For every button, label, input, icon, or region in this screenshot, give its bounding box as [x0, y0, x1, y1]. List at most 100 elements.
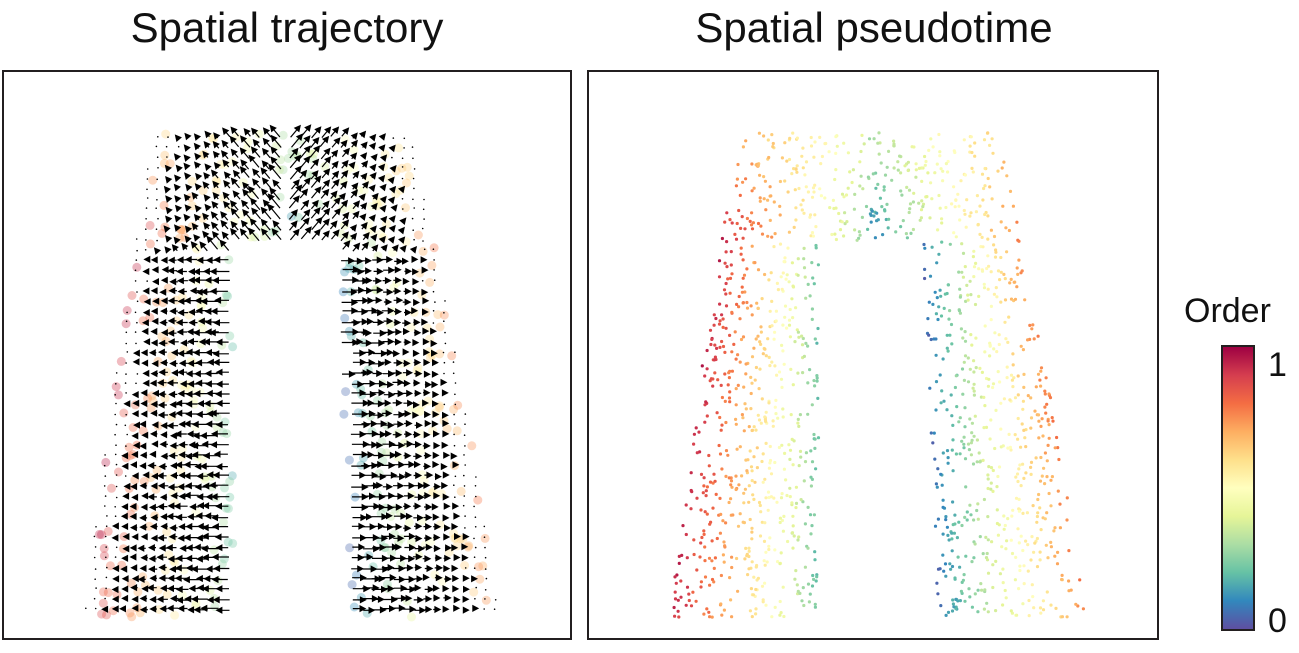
pseudotime-point	[950, 609, 955, 613]
pseudotime-point	[1019, 271, 1023, 275]
pseudotime-point	[820, 154, 824, 159]
trajectory-arrow	[404, 430, 413, 438]
pseudotime-point	[814, 467, 818, 471]
pseudotime-point	[945, 346, 949, 350]
pseudotime-point	[804, 451, 808, 455]
trajectory-arrow	[160, 307, 168, 315]
pseudotime-point	[938, 288, 942, 292]
trajectory-arrow	[392, 461, 406, 469]
trajectory-arrow	[150, 287, 158, 295]
trajectory-arrow	[170, 492, 179, 500]
pseudotime-point	[982, 186, 986, 191]
trajectory-arrow	[200, 604, 219, 612]
trajectory-arrow	[182, 576, 199, 584]
pseudotime-point	[741, 258, 745, 262]
trajectory-arrow	[208, 481, 229, 489]
trajectory-arrow	[139, 482, 148, 490]
trajectory-arrow	[350, 139, 358, 148]
pseudotime-point	[751, 493, 755, 497]
trajectory-arrow	[114, 433, 116, 436]
pseudotime-point	[778, 213, 782, 217]
pseudotime-point	[714, 492, 718, 496]
trajectory-arrow	[382, 421, 395, 429]
trajectory-arrow	[174, 430, 187, 438]
trajectory-arrow	[392, 378, 405, 386]
pseudotime-point	[749, 391, 753, 396]
trajectory-arrow	[371, 360, 386, 368]
trajectory-arrow	[433, 533, 441, 542]
trajectory-arrow	[150, 482, 158, 490]
pseudotime-point	[716, 378, 720, 382]
pseudotime-point	[704, 400, 708, 404]
pseudotime-point	[729, 497, 733, 501]
trajectory-arrow	[262, 127, 272, 138]
pseudotime-point	[971, 255, 975, 259]
trajectory-arrow	[209, 267, 230, 276]
legend-tick-max: 1	[1268, 346, 1287, 384]
pseudotime-point	[997, 333, 1001, 337]
trajectory-arrow	[393, 584, 408, 592]
pseudotime-point	[795, 328, 799, 332]
pseudotime-point	[933, 524, 938, 528]
trajectory-arrow	[177, 368, 188, 376]
pseudotime-point	[1015, 472, 1020, 476]
pseudotime-point	[1040, 417, 1044, 421]
trajectory-arrow	[269, 124, 281, 138]
trajectory-point	[125, 608, 135, 618]
trajectory-arrow	[142, 379, 150, 387]
pseudotime-point	[1024, 539, 1028, 543]
trajectory-arrow	[130, 483, 138, 491]
trajectory-arrow	[220, 211, 229, 221]
pseudotime-point	[705, 414, 709, 418]
pseudotime-point	[773, 460, 777, 465]
pseudotime-point	[719, 602, 723, 606]
pseudotime-point	[758, 503, 762, 508]
pseudotime-point	[972, 370, 976, 374]
pseudotime-point	[969, 441, 973, 445]
trajectory-arrow	[320, 147, 331, 160]
trajectory-arrow	[452, 585, 460, 593]
trajectory-arrow	[382, 605, 396, 613]
trajectory-arrow	[472, 604, 480, 612]
pseudotime-point	[757, 131, 761, 135]
pseudotime-point	[801, 500, 805, 504]
pseudotime-point	[958, 452, 962, 456]
pseudotime-point	[816, 263, 820, 267]
pseudotime-point	[968, 595, 972, 599]
pseudotime-point	[1043, 405, 1047, 409]
pseudotime-point	[962, 446, 966, 450]
pseudotime-point	[842, 141, 846, 145]
pseudotime-point	[1035, 565, 1040, 569]
trajectory-arrow	[430, 339, 438, 348]
pseudotime-point	[1005, 376, 1009, 380]
trajectory-arrow	[215, 399, 230, 407]
pseudotime-point	[992, 243, 996, 247]
trajectory-arrow	[443, 502, 451, 510]
trajectory-arrow	[173, 502, 188, 510]
pseudotime-point	[988, 343, 992, 347]
pseudotime-point	[986, 486, 990, 491]
trajectory-arrow	[115, 402, 117, 405]
pseudotime-point	[1003, 320, 1007, 324]
pseudotime-point	[780, 385, 784, 389]
trajectory-arrow	[394, 257, 404, 265]
pseudotime-point	[970, 431, 974, 435]
trajectory-arrow	[139, 442, 147, 450]
trajectory-arrow	[181, 242, 189, 251]
trajectory-arrow	[413, 298, 421, 307]
trajectory-arrow	[391, 244, 399, 252]
trajectory-point	[148, 175, 158, 185]
pseudotime-point	[984, 535, 988, 539]
trajectory-arrow	[164, 164, 172, 173]
pseudotime-point	[926, 171, 930, 175]
pseudotime-point	[940, 389, 944, 393]
pseudotime-point	[914, 168, 918, 172]
pseudotime-point	[1053, 446, 1057, 450]
pseudotime-point	[729, 250, 733, 254]
trajectory-arrow	[392, 431, 403, 439]
trajectory-arrow	[215, 463, 228, 471]
trajectory-point	[278, 130, 288, 140]
pseudotime-point	[730, 369, 734, 373]
trajectory-arrow	[300, 226, 312, 240]
trajectory-arrow	[213, 319, 230, 327]
